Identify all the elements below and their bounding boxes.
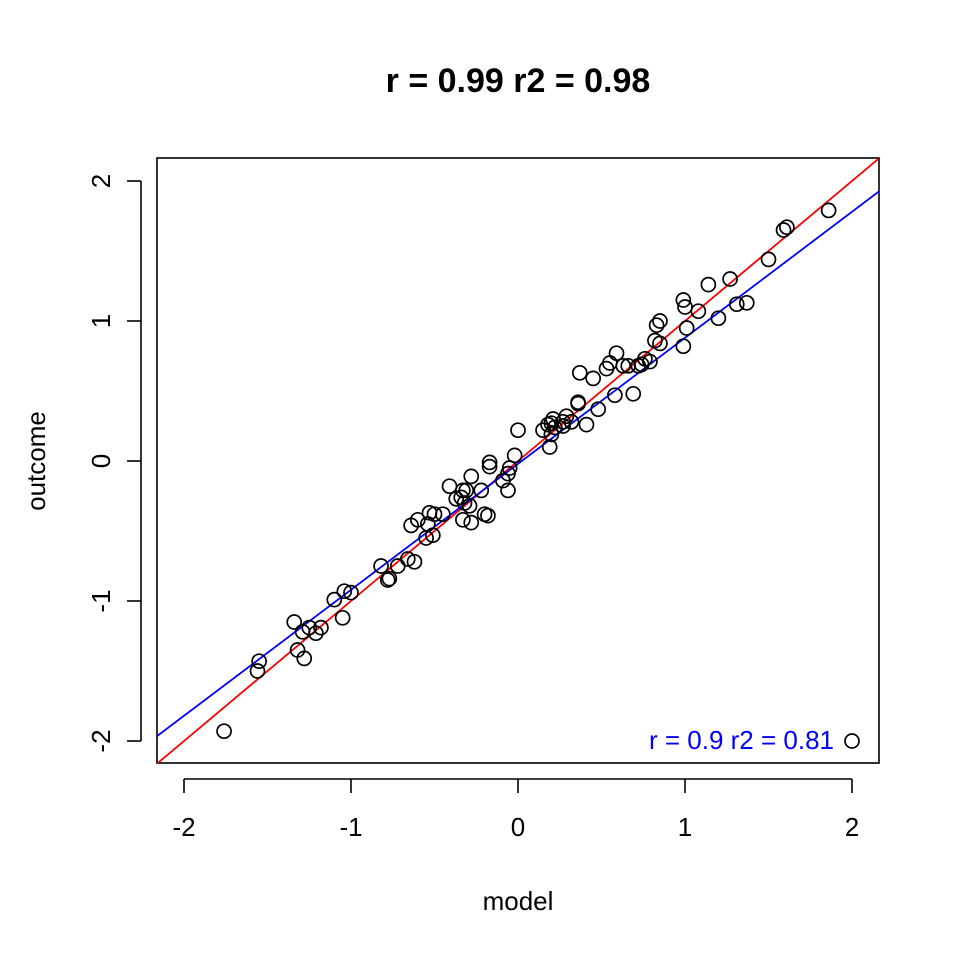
data-point (571, 364, 588, 381)
chart-title: r = 0.99 r2 = 0.98 (386, 62, 651, 100)
x-axis-label: model (483, 886, 554, 916)
data-point (570, 395, 586, 412)
data-point (541, 439, 558, 455)
data-point (389, 558, 406, 574)
data-point (546, 419, 563, 436)
data-point (607, 387, 623, 404)
data-point (313, 619, 329, 636)
data-point (710, 310, 727, 327)
data-point (578, 416, 595, 433)
data-point (585, 370, 602, 387)
data-point (495, 472, 511, 489)
data-point (540, 416, 556, 433)
data-point (543, 426, 560, 443)
data-point (461, 497, 478, 514)
data-point (379, 572, 396, 588)
x-tick-label: 1 (678, 812, 692, 842)
data-point (590, 401, 607, 418)
data-point (403, 517, 419, 534)
data-point (738, 294, 755, 311)
data-point (476, 506, 493, 523)
data-point (373, 558, 389, 574)
data-point (381, 570, 398, 587)
data-point (648, 317, 665, 334)
data-point (286, 614, 303, 630)
data-point (336, 583, 353, 600)
data-point (820, 202, 837, 219)
data-point (435, 506, 451, 523)
data-point (421, 504, 438, 521)
data-point (249, 663, 266, 679)
y-tick-label: 0 (86, 454, 116, 468)
data-point (441, 478, 458, 495)
data-point (481, 454, 498, 471)
data-point (700, 276, 717, 293)
data-point (406, 553, 423, 570)
x-tick-label: 0 (511, 812, 525, 842)
data-point (652, 313, 668, 329)
x-tick-label: -2 (172, 812, 195, 842)
data-point (722, 271, 738, 287)
data-point (334, 609, 351, 626)
data-point (251, 653, 267, 670)
data-point (620, 357, 637, 374)
fit-line-2 (157, 190, 879, 737)
y-axis: -2 -1 0 1 2 (86, 174, 142, 753)
data-point (294, 623, 311, 640)
data-point (728, 296, 745, 313)
y-tick-label: 1 (86, 314, 116, 328)
data-point (598, 360, 615, 377)
x-tick-label: -1 (339, 812, 362, 842)
data-point (652, 335, 668, 352)
data-point (675, 292, 692, 308)
data-point (675, 338, 692, 355)
data-point (760, 251, 777, 268)
data-point (296, 650, 313, 667)
data-point (481, 458, 498, 475)
data-point (455, 511, 471, 528)
data-point (448, 490, 465, 507)
data-point (625, 385, 642, 402)
y-axis-label: outcome (21, 411, 51, 511)
data-point (343, 584, 359, 601)
data-point (608, 345, 625, 362)
data-point (216, 723, 232, 740)
data-point (535, 422, 551, 439)
x-axis: -2 -1 0 1 2 (172, 778, 859, 842)
plot-frame (156, 157, 880, 764)
inset-annotation: r = 0.9 r2 = 0.81 (649, 725, 834, 755)
data-point (563, 413, 580, 430)
data-points (216, 202, 860, 749)
data-point (630, 357, 647, 374)
data-point (326, 591, 343, 608)
data-point (463, 514, 480, 531)
data-point (510, 422, 526, 439)
data-point (500, 482, 516, 499)
y-tick-label: -1 (86, 589, 116, 612)
data-point (690, 303, 707, 320)
data-point (844, 733, 860, 749)
y-tick-label: 2 (86, 174, 116, 188)
data-point (463, 468, 480, 485)
data-point (677, 299, 693, 315)
x-tick-label: 2 (845, 812, 859, 842)
data-point (678, 320, 695, 336)
data-point (473, 482, 490, 499)
data-point (775, 222, 792, 238)
data-point (555, 413, 571, 430)
data-point (779, 219, 795, 236)
y-tick-label: -2 (86, 729, 116, 752)
data-point (418, 530, 434, 546)
